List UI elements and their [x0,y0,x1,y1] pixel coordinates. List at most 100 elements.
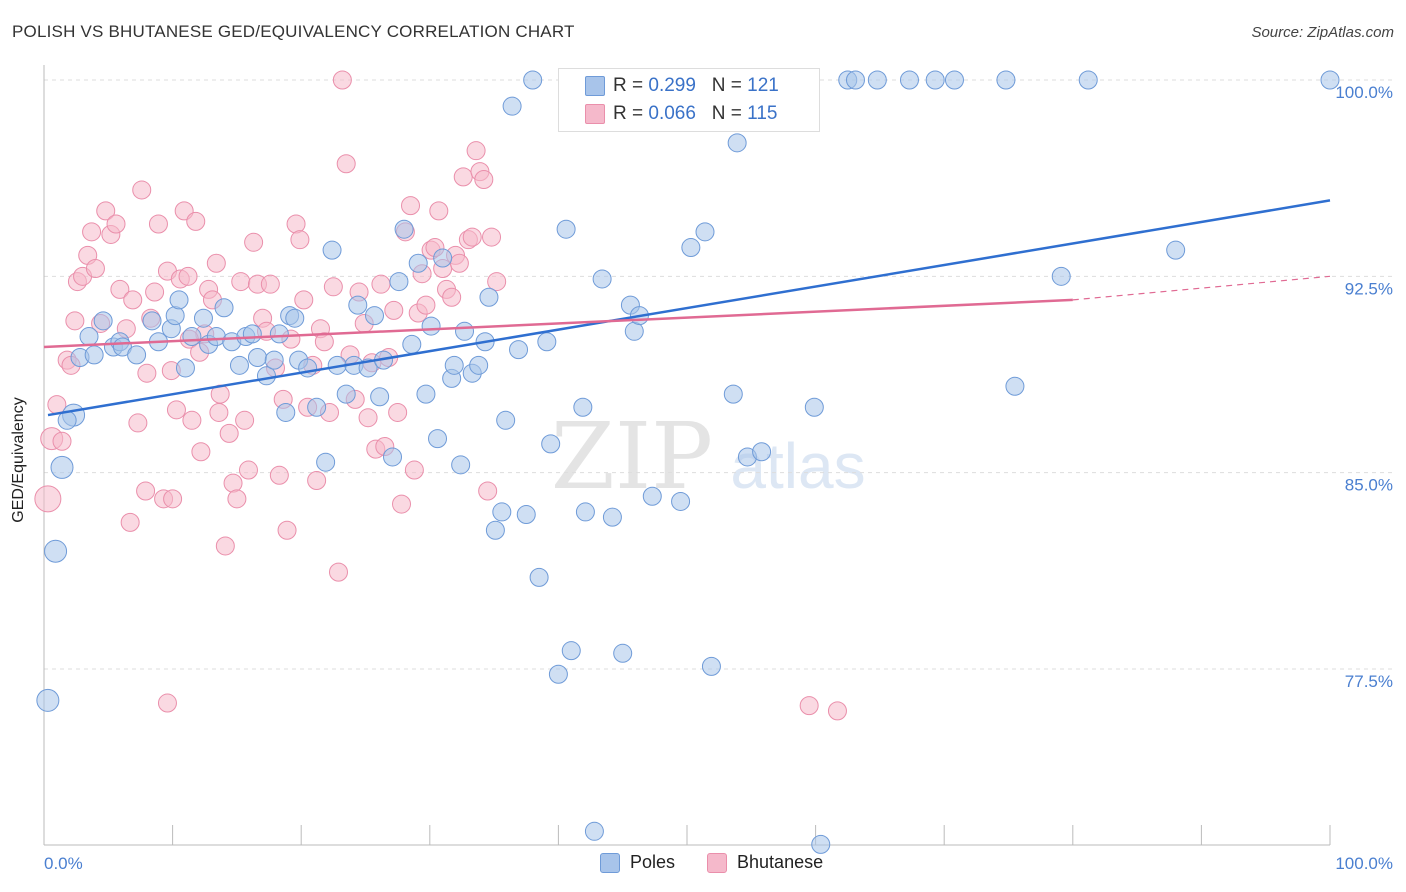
bhutanese-point [442,287,462,307]
bhutanese-point [260,274,280,294]
bhutanese-point [358,408,378,428]
poles-point [428,429,448,449]
poles-point [36,688,60,712]
poles-point [242,324,262,344]
source-credit: Source: ZipAtlas.com [1251,24,1394,41]
bhutanese-point [34,485,62,513]
poles-point [727,133,747,153]
poles-point [370,387,390,407]
bhutanese-point [136,481,156,501]
poles-point [523,70,543,90]
poles-point [214,298,234,318]
poles-point [613,643,633,663]
poles-r-value: 0.299 [648,75,696,96]
poles-point [496,410,516,430]
poles-point [1005,376,1025,396]
bhutanese-point [96,201,116,221]
poles-point [165,306,185,326]
poles-point [556,219,576,239]
bhutanese-point [429,201,449,221]
bhutanese-point [388,402,408,422]
poles-point [485,520,505,540]
bhutanese-point [148,214,168,234]
bhutanese-point [827,701,847,721]
legend-item-bhutanese[interactable]: Bhutanese [707,852,823,873]
poles-point [492,502,512,522]
y-tick-label: 77.5% [1345,672,1393,691]
poles-point [502,96,522,116]
bhutanese-point [65,311,85,331]
poles-point [529,567,549,587]
poles-point [592,269,612,289]
poles-point [402,334,422,354]
poles-point [365,306,385,326]
chart-title: POLISH VS BHUTANESE GED/EQUIVALENCY CORR… [12,22,575,41]
poles-point [44,539,68,563]
bhutanese-point [238,460,258,480]
poles-point [701,656,721,676]
bhutanese-swatch [585,104,605,124]
legend-item-poles[interactable]: Poles [600,852,675,873]
poles-point [416,384,436,404]
poles-point [867,70,887,90]
watermark-zip: ZIP [551,403,713,510]
poles-point [336,384,356,404]
bhutanese-n-value: 115 [747,103,778,124]
axes [43,65,1331,846]
poles-point [175,358,195,378]
bhutanese-point [290,230,310,250]
trend-lines [43,199,1331,417]
poles-point [845,70,865,90]
poles-point [298,358,318,378]
poles-point [752,442,772,462]
poles-point [182,327,202,347]
poles-point [575,502,595,522]
poles-point [444,355,464,375]
bhutanese-r-value: 0.066 [648,103,696,124]
poles-point [681,238,701,258]
poles-point [169,290,189,310]
poles-point [469,355,489,375]
poles-point [79,327,99,347]
bhutanese-r-label: R = [613,103,644,124]
poles-point [1166,240,1186,260]
y-tick-label: 85.0% [1345,476,1393,495]
bhutanese-point [449,253,469,273]
poles-point [925,70,945,90]
bhutanese-point [120,512,140,532]
poles-point [193,308,213,328]
bhutanese-point [191,442,211,462]
poles-legend-label: Poles [630,852,676,872]
poles-point [516,505,536,525]
poles-point [996,70,1016,90]
poles-point [811,834,831,854]
bhutanese-point [462,227,482,247]
bhutanese-trend-line [43,298,1073,349]
poles-point [944,70,964,90]
watermark-atlas: atlas [730,430,865,502]
poles-point [389,272,409,292]
bhutanese-point [416,295,436,315]
bhutanese-point [52,431,72,451]
bhutanese-point [166,400,186,420]
legend-row-poles: R = 0.299 N = 121 [585,73,779,99]
legend-row-bhutanese: R = 0.066 N = 115 [585,101,777,127]
poles-point [1078,70,1098,90]
bhutanese-legend-swatch [707,852,728,873]
poles-swatch [585,76,605,96]
poles-point [642,486,662,506]
bhutanese-point [163,489,183,509]
poles-point [247,347,267,367]
poles-r-label: R = [613,75,644,96]
bhutanese-point [482,227,502,247]
poles-point [285,308,305,328]
bhutanese-point [206,253,226,273]
bhutanese-point [453,167,473,187]
bhutanese-point [137,363,157,383]
poles-point [899,70,919,90]
bhutanese-point [219,423,239,443]
bhutanese-point [132,180,152,200]
poles-point [322,240,342,260]
bhutanese-point [466,141,486,161]
